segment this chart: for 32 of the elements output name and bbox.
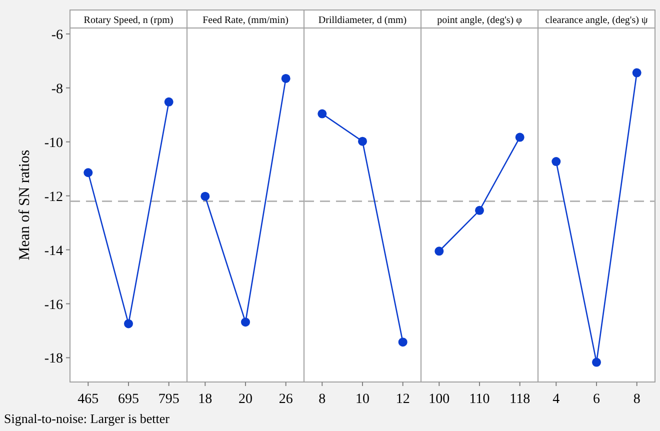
x-tick-label: 110: [469, 392, 490, 407]
chart-title: point angle, (deg's) φ: [437, 15, 522, 26]
y-tick-label: -18: [44, 352, 63, 367]
x-tick-label: 795: [158, 392, 180, 407]
x-tick-label: 12: [396, 392, 410, 407]
chart-title: Feed Rate, (mm/min): [202, 15, 288, 26]
x-tick-label: 118: [510, 392, 530, 407]
point: [124, 319, 133, 328]
x-tick-label: 26: [278, 392, 293, 407]
x-tick-label: 6: [593, 392, 600, 407]
x-tick-label: 18: [198, 392, 212, 407]
chart-title: Rotary Speed, n (rpm): [84, 15, 174, 26]
x-tick-label: 10: [356, 392, 370, 407]
x-tick-label: 4: [552, 392, 560, 407]
y-tick-label: -12: [44, 190, 63, 205]
x-tick-label: 8: [633, 392, 640, 407]
y-tick-label: -14: [44, 244, 63, 259]
point: [164, 97, 174, 106]
y-tick-label: -10: [44, 136, 63, 151]
chart-title: Drilldiameter, d (mm): [318, 15, 407, 26]
x-tick-label: 695: [118, 392, 139, 407]
y-axis-title: Mean of SN ratios: [17, 150, 33, 260]
y-tick-label: -16: [44, 298, 63, 313]
x-tick-label: 20: [238, 392, 252, 407]
x-tick-label: 465: [78, 392, 99, 407]
x-tick-label: 8: [318, 392, 326, 407]
text: Signal-to-noise: Larger is better: [4, 411, 170, 426]
point: [84, 168, 93, 178]
y-tick-label: -8: [51, 82, 63, 97]
y-tick-label: -6: [51, 28, 63, 43]
chart-title: clearance angle, (deg's) ψ: [545, 15, 648, 26]
x-tick-label: 100: [428, 392, 450, 407]
